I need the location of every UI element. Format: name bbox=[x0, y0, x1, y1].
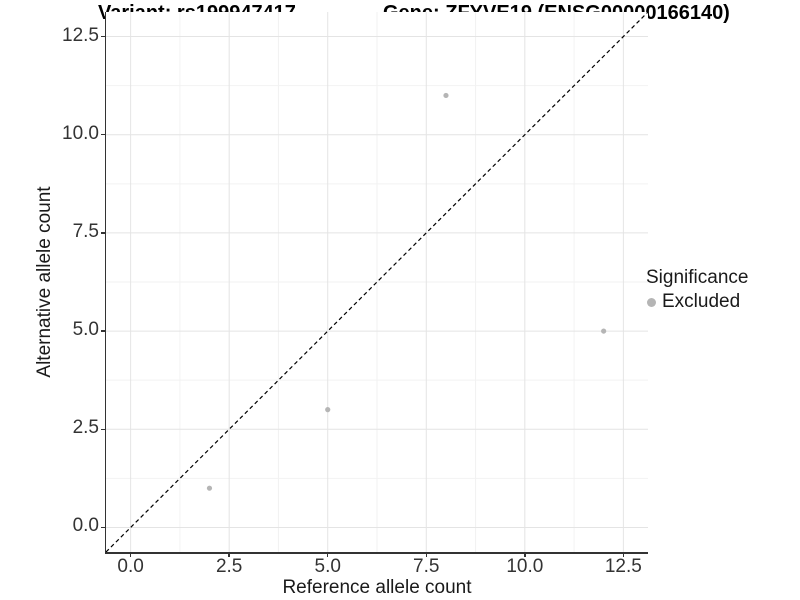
x-tick-label: 10.0 bbox=[506, 556, 544, 577]
y-tick-label: 5.0 bbox=[72, 318, 99, 340]
y-tick-label: 2.5 bbox=[72, 417, 99, 439]
scatter-plot bbox=[106, 12, 648, 552]
y-tick-mark bbox=[101, 330, 105, 332]
y-axis-line bbox=[104, 12, 106, 554]
x-tick-label: 7.5 bbox=[413, 556, 440, 577]
data-point bbox=[601, 328, 607, 334]
data-point bbox=[443, 92, 449, 99]
x-tick-mark bbox=[326, 553, 329, 557]
x-tick-label: 0.0 bbox=[117, 556, 144, 577]
y-tick-label: 10.0 bbox=[62, 122, 99, 144]
data-point bbox=[325, 407, 331, 413]
y-tick-mark bbox=[101, 232, 105, 234]
x-axis-line bbox=[104, 552, 648, 554]
y-axis-title: Alternative allele count bbox=[34, 186, 55, 378]
y-tick-label: 0.0 bbox=[72, 515, 99, 537]
y-tick-mark bbox=[101, 35, 105, 38]
x-tick-label: 5.0 bbox=[314, 556, 341, 577]
legend-title: Significance bbox=[646, 267, 749, 288]
y-tick-mark bbox=[101, 526, 105, 529]
y-tick-mark bbox=[101, 133, 105, 136]
legend: Significance Excluded bbox=[646, 266, 748, 314]
x-tick-mark bbox=[129, 553, 132, 557]
y-tick-mark bbox=[101, 428, 105, 431]
legend-entry-excluded: Excluded bbox=[646, 290, 748, 314]
x-tick-mark bbox=[622, 553, 625, 557]
x-tick-label: 12.5 bbox=[604, 556, 642, 577]
legend-entry-label: Excluded bbox=[662, 291, 741, 312]
y-tick-label: 12.5 bbox=[62, 24, 99, 46]
data-point bbox=[206, 485, 213, 491]
x-tick-mark bbox=[425, 553, 428, 557]
excluded-point-icon bbox=[647, 297, 656, 307]
x-tick-mark bbox=[524, 553, 526, 557]
x-tick-label: 2.5 bbox=[215, 556, 243, 577]
x-axis-title: Reference allele count bbox=[282, 577, 472, 598]
plot-panel bbox=[106, 12, 648, 552]
y-tick-label: 7.5 bbox=[72, 220, 99, 242]
identity-line bbox=[106, 12, 648, 552]
x-tick-mark bbox=[228, 553, 230, 557]
